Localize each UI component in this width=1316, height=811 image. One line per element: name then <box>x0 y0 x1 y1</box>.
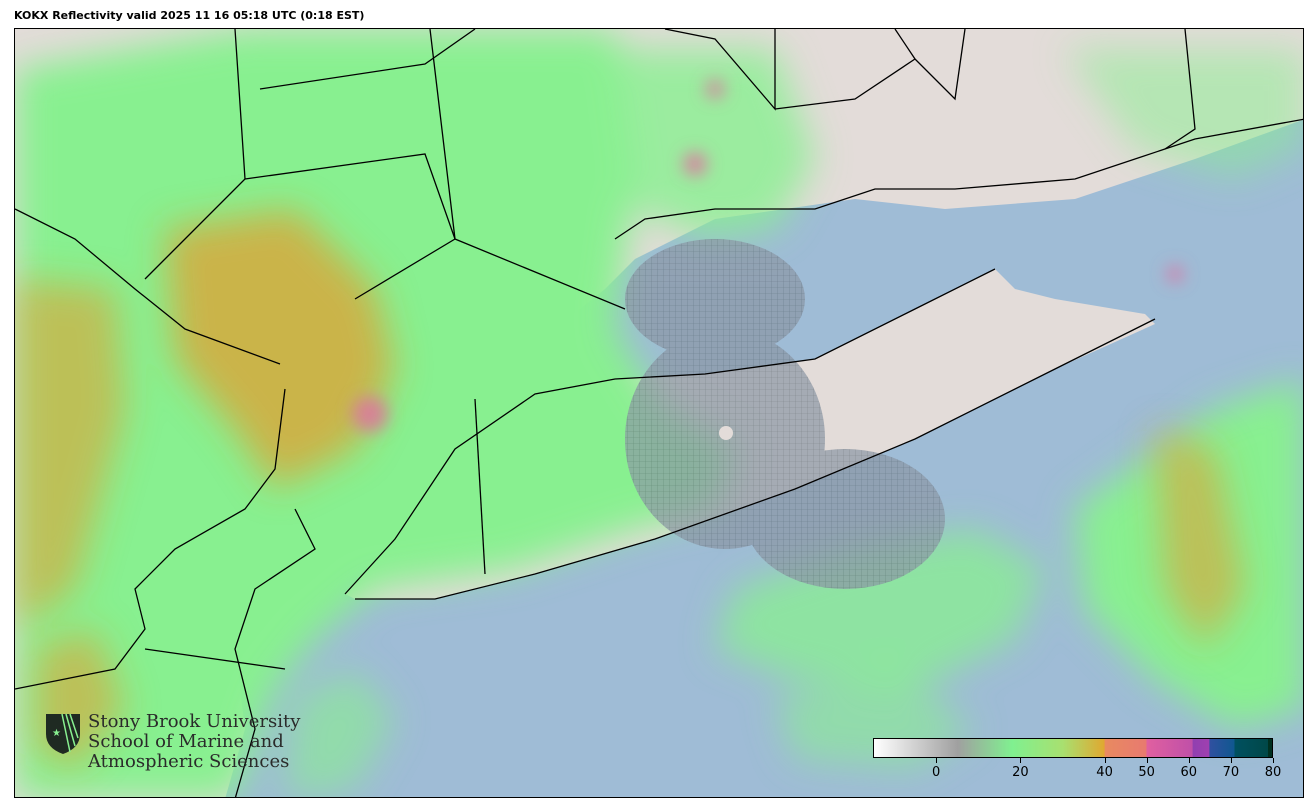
svg-text:★: ★ <box>52 728 61 739</box>
colorbar-tick-label: 0 <box>932 765 941 780</box>
colorbar-tick-label: 50 <box>1138 765 1155 780</box>
sbu-somas-logo: ★ Stony Brook University School of Marin… <box>44 712 300 772</box>
colorbar-tick <box>1273 758 1274 763</box>
colorbar-tick-label: 60 <box>1180 765 1198 780</box>
colorbar-tick <box>936 758 938 763</box>
radar-map[interactable] <box>14 28 1304 798</box>
map-title: KOKX Reflectivity valid 2025 11 16 05:18… <box>14 9 365 22</box>
colorbar-tick <box>1188 758 1190 763</box>
reflectivity-heavy <box>352 79 1184 432</box>
shield-icon: ★ <box>46 713 80 754</box>
map-canvas <box>15 29 1303 797</box>
colorbar-tick <box>1146 758 1148 763</box>
colorbar-tick <box>1104 758 1106 763</box>
colorbar-tick-label: 70 <box>1222 765 1240 780</box>
colorbar-tick-label: 40 <box>1096 765 1113 780</box>
reflectivity-moderate <box>15 209 1245 769</box>
radar-site <box>719 426 733 440</box>
clutter-area <box>625 239 945 589</box>
colorbar-tick-label: 20 <box>1012 765 1029 780</box>
colorbar <box>873 738 1273 758</box>
colorbar-tick <box>1230 758 1232 763</box>
colorbar-tick-label: 80 <box>1264 765 1282 780</box>
logo-line-1: Stony Brook University <box>88 711 301 732</box>
boundaries <box>15 29 1303 797</box>
colorbar-tick <box>1020 758 1022 763</box>
logo-line-2: School of Marine and <box>88 731 284 752</box>
logo-line-3: Atmospheric Sciences <box>88 751 290 772</box>
